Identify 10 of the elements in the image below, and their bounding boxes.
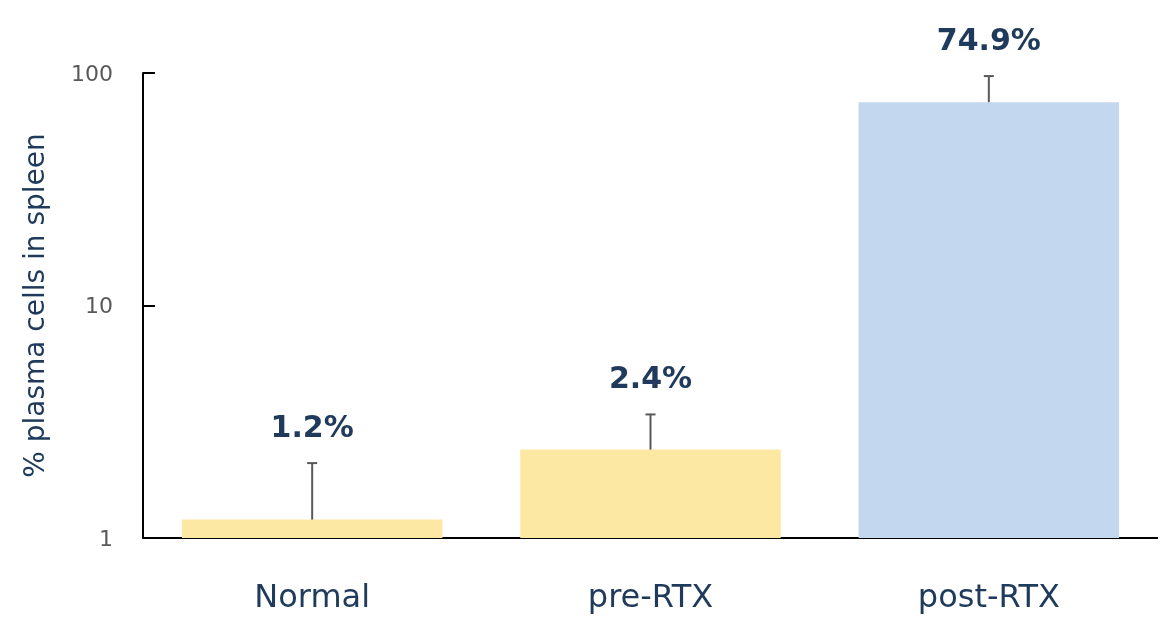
x-tick-label: post-RTX — [917, 577, 1060, 615]
y-tick-label: 10 — [85, 293, 113, 318]
x-tick-label: Normal — [254, 577, 371, 615]
data-label: 1.2% — [270, 408, 354, 444]
x-tick-label: pre-RTX — [587, 577, 714, 615]
y-tick-label: 1 — [99, 525, 113, 551]
data-label: 2.4% — [608, 359, 693, 395]
data-label: 74.9% — [936, 21, 1041, 57]
y-axis-title: % plasma cells in spleen — [17, 133, 51, 478]
y-tick-label: 100 — [71, 60, 113, 86]
